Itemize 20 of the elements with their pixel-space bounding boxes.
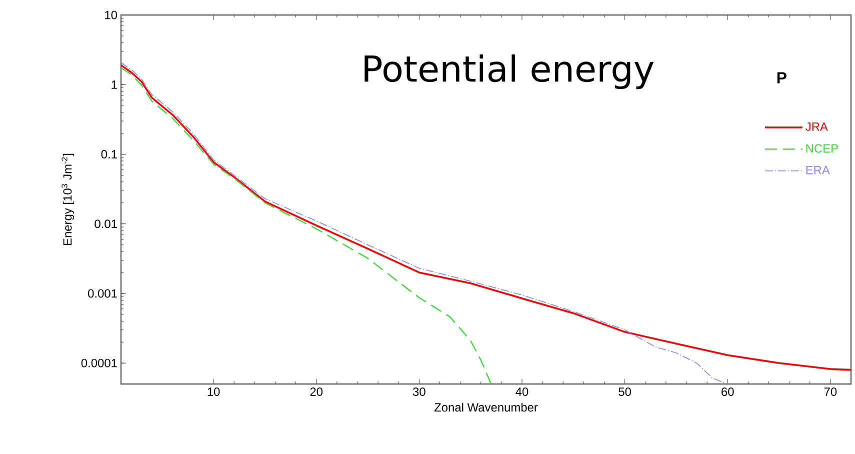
y-tick-label: 0.001 — [88, 289, 117, 298]
y-tick-label: 0.0001 — [81, 358, 117, 368]
y-tick-label: 0.01 — [94, 220, 117, 228]
text: Potential energy — [364, 54, 654, 90]
x-tick-label: 10 — [208, 388, 220, 396]
x-tick-label: 60 — [722, 388, 734, 396]
legend-label: ERA — [806, 166, 830, 174]
x-tick-label: 30 — [412, 388, 426, 396]
y-tick-label: 10 — [105, 10, 118, 20]
y-tick-label: 0.1 — [101, 150, 117, 158]
annotation: P — [777, 72, 786, 84]
y-axis-title: Energy [10$^{3}$ Jm$^{-2}$] — [62, 154, 74, 245]
y-tick-label: 1 — [112, 80, 117, 89]
legend-label: NCEP — [806, 144, 838, 153]
x-tick-label: 40 — [516, 388, 528, 396]
x-tick-label: 20 — [310, 388, 323, 396]
legend-label: JRA — [805, 122, 828, 131]
x-axis-title: Zonal Wavenumber — [434, 402, 538, 412]
x-tick-label: 70 — [824, 388, 837, 396]
x-tick-label: 50 — [618, 388, 631, 396]
